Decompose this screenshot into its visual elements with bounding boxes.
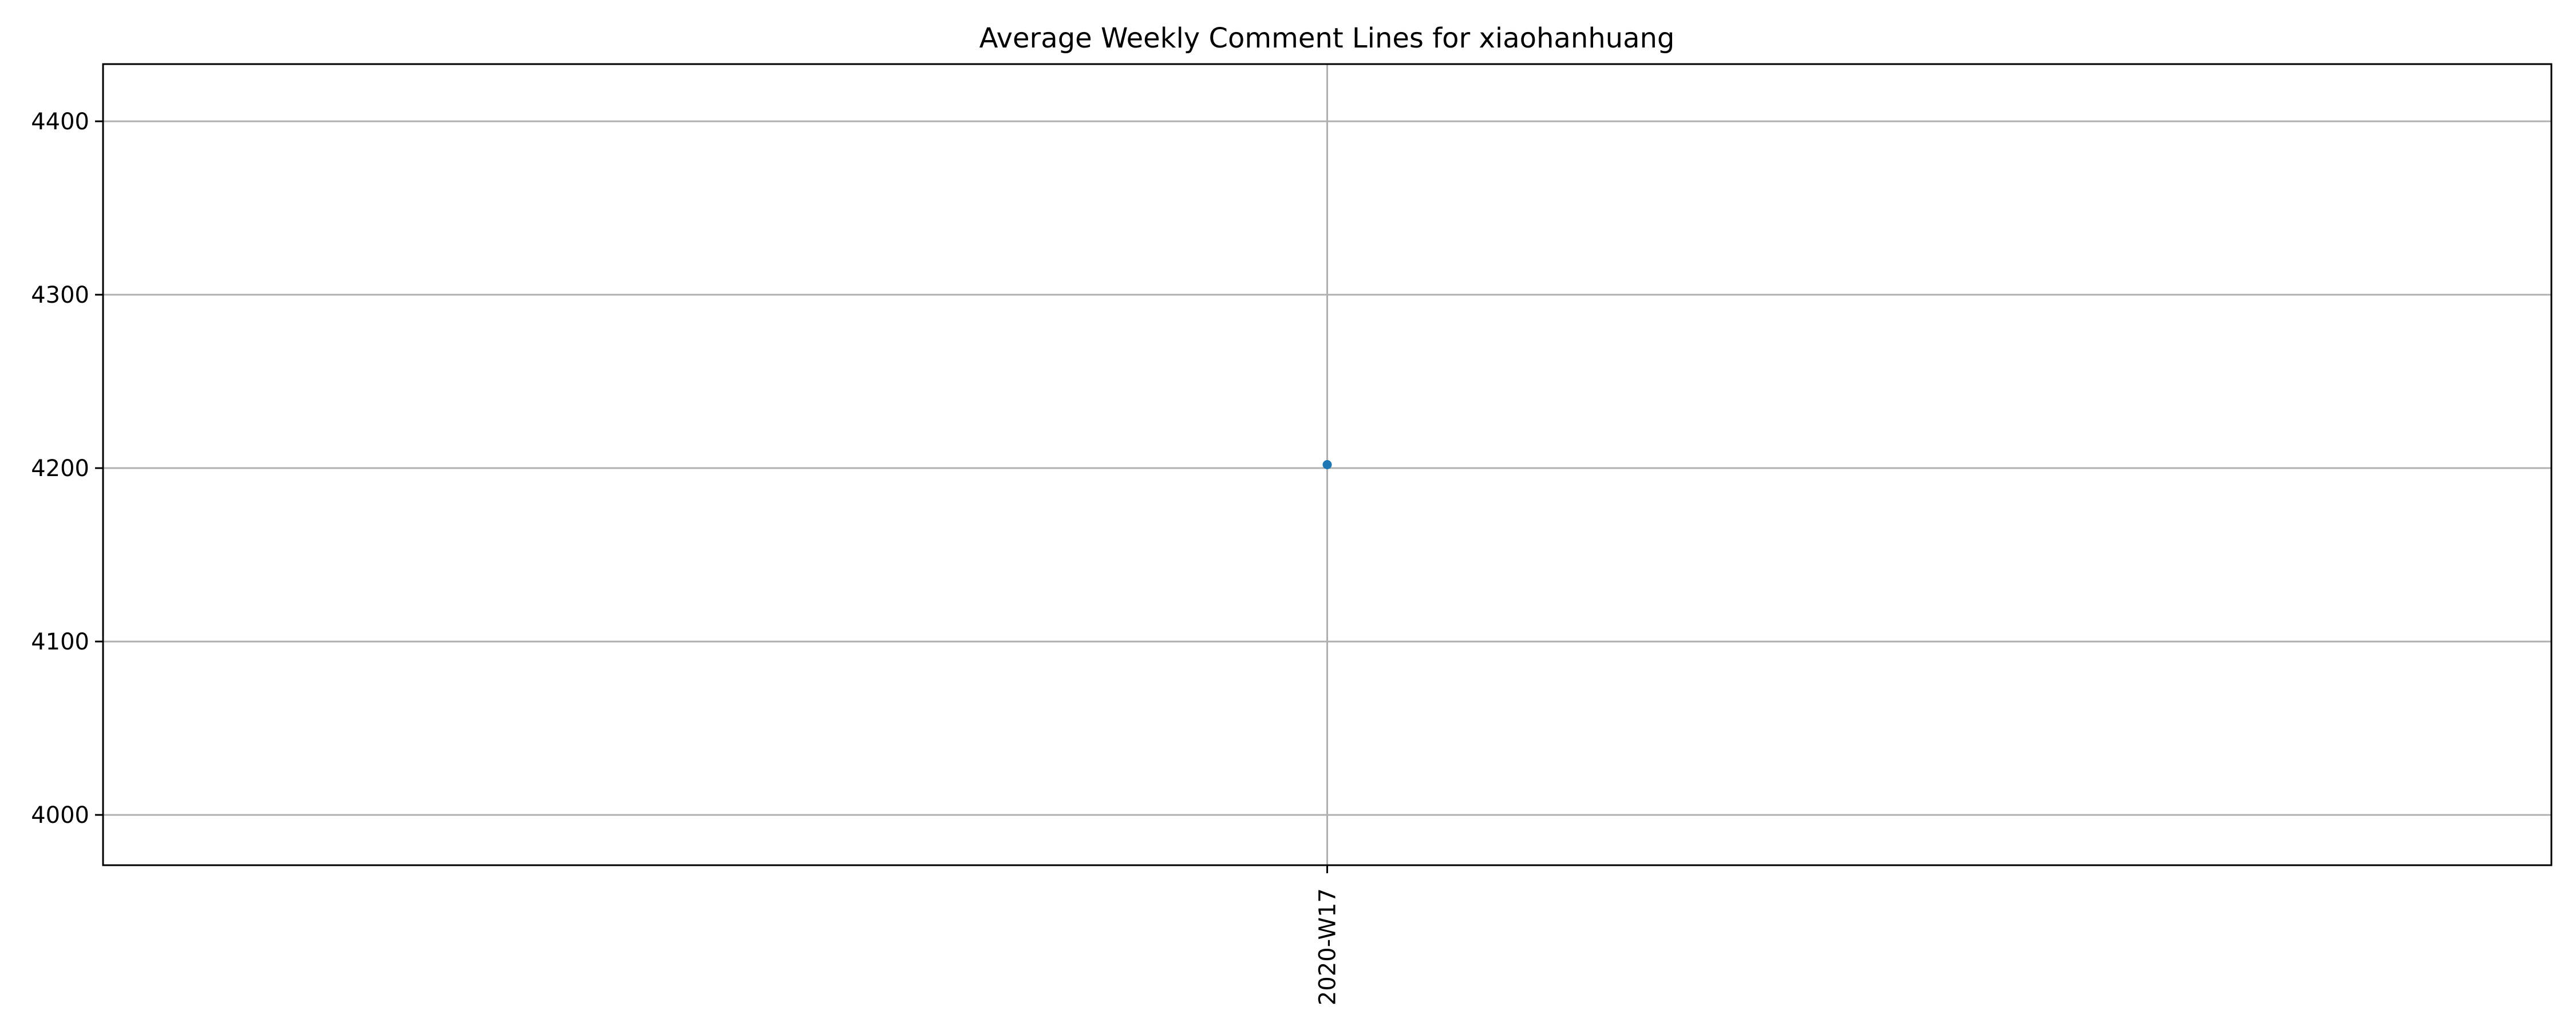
data-point (1322, 460, 1332, 469)
y-tick-label: 4300 (31, 282, 89, 308)
y-axis-ticks: 4000 4100 4200 4300 4400 (31, 109, 103, 829)
y-tick-label: 4100 (31, 629, 89, 655)
chart-title: Average Weekly Comment Lines for xiaohan… (979, 22, 1675, 54)
x-axis-ticks: 2020-W17 (1315, 865, 1341, 1005)
y-tick-label: 4200 (31, 455, 89, 482)
x-tick-label: 2020-W17 (1315, 888, 1341, 1005)
y-tick-label: 4400 (31, 109, 89, 135)
y-tick-label: 4000 (31, 802, 89, 829)
series-layer (1322, 460, 1332, 469)
